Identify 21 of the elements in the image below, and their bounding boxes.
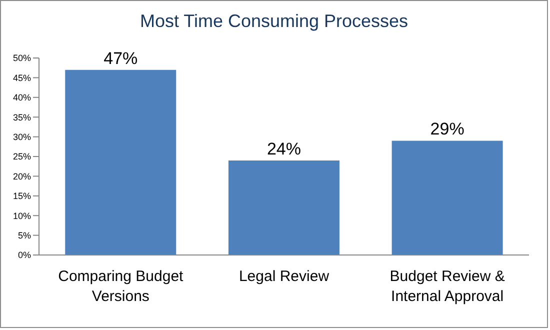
y-tick-label: 20% [12,171,31,182]
y-tick-label: 0% [18,250,31,260]
x-tick-label: Comparing Budget Versions [58,268,184,305]
bar [65,70,176,255]
y-tick-label: 25% [12,152,31,162]
y-tick-label: 40% [12,92,31,103]
data-label: 24% [266,139,301,158]
y-tick-label: 5% [18,230,31,240]
x-tick-label: Budget Review & Internal Approval [390,268,505,305]
bar [392,140,503,255]
chart-title: Most Time Consuming Processes [138,11,410,32]
y-tick-label: 15% [12,191,31,202]
y-tick-label: 30% [12,132,31,142]
bar [228,160,340,255]
y-tick-label: 50% [12,53,31,64]
x-tick-label: Legal Review [238,268,330,285]
data-label: 47% [104,48,138,68]
y-tick-label: 45% [12,72,31,83]
data-label: 29% [430,120,464,139]
y-tick-label: 10% [12,210,31,221]
y-tick-label: 35% [12,112,31,122]
